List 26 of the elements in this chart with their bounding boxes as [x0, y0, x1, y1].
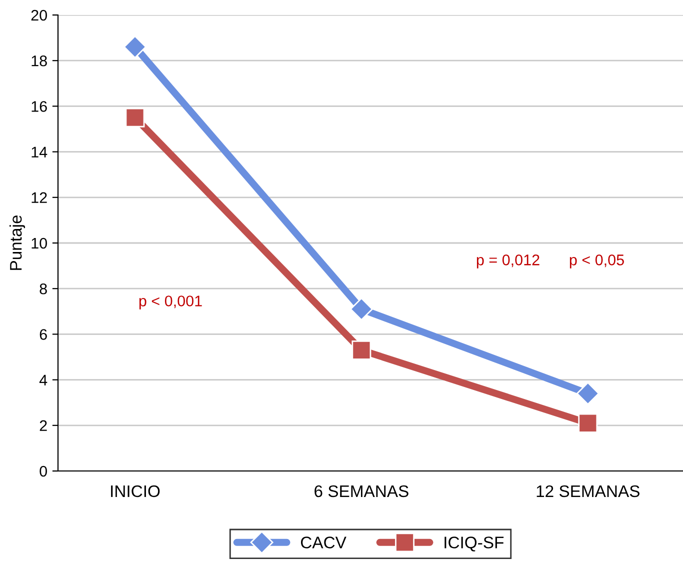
y-tick-label: 12	[32, 192, 47, 203]
y-tick-label: 8	[40, 283, 47, 294]
point	[352, 340, 372, 360]
y-tick-label: 16	[32, 101, 47, 112]
x-tick-label: INICIO	[111, 485, 160, 498]
point	[576, 382, 600, 405]
annotation: p < 0,001	[139, 296, 202, 310]
point	[123, 35, 146, 58]
annotation: p < 0,05	[570, 254, 624, 268]
y-tick-label: 20	[31, 10, 47, 21]
annotation: p = 0,012	[476, 254, 540, 268]
y-tick-label: 14	[32, 146, 48, 158]
legend-label: CACV	[300, 536, 346, 548]
y-tick-label: 4	[39, 374, 48, 386]
y-tick-label: 6	[40, 329, 47, 340]
y-tick-label: 2	[40, 420, 47, 431]
x-tick-label: 6 SEMANAS	[314, 485, 408, 498]
point	[350, 298, 373, 321]
y-tick-label: 18	[32, 55, 47, 66]
point	[578, 413, 598, 433]
point	[125, 108, 145, 128]
y-tick-label: 0	[40, 466, 47, 477]
y-axis-title: Puntaje	[10, 215, 26, 270]
legend-label: ICIQ-SF	[444, 536, 504, 552]
x-tick-label: 12 SEMANAS	[536, 485, 640, 498]
y-tick-label: 10	[32, 238, 47, 249]
